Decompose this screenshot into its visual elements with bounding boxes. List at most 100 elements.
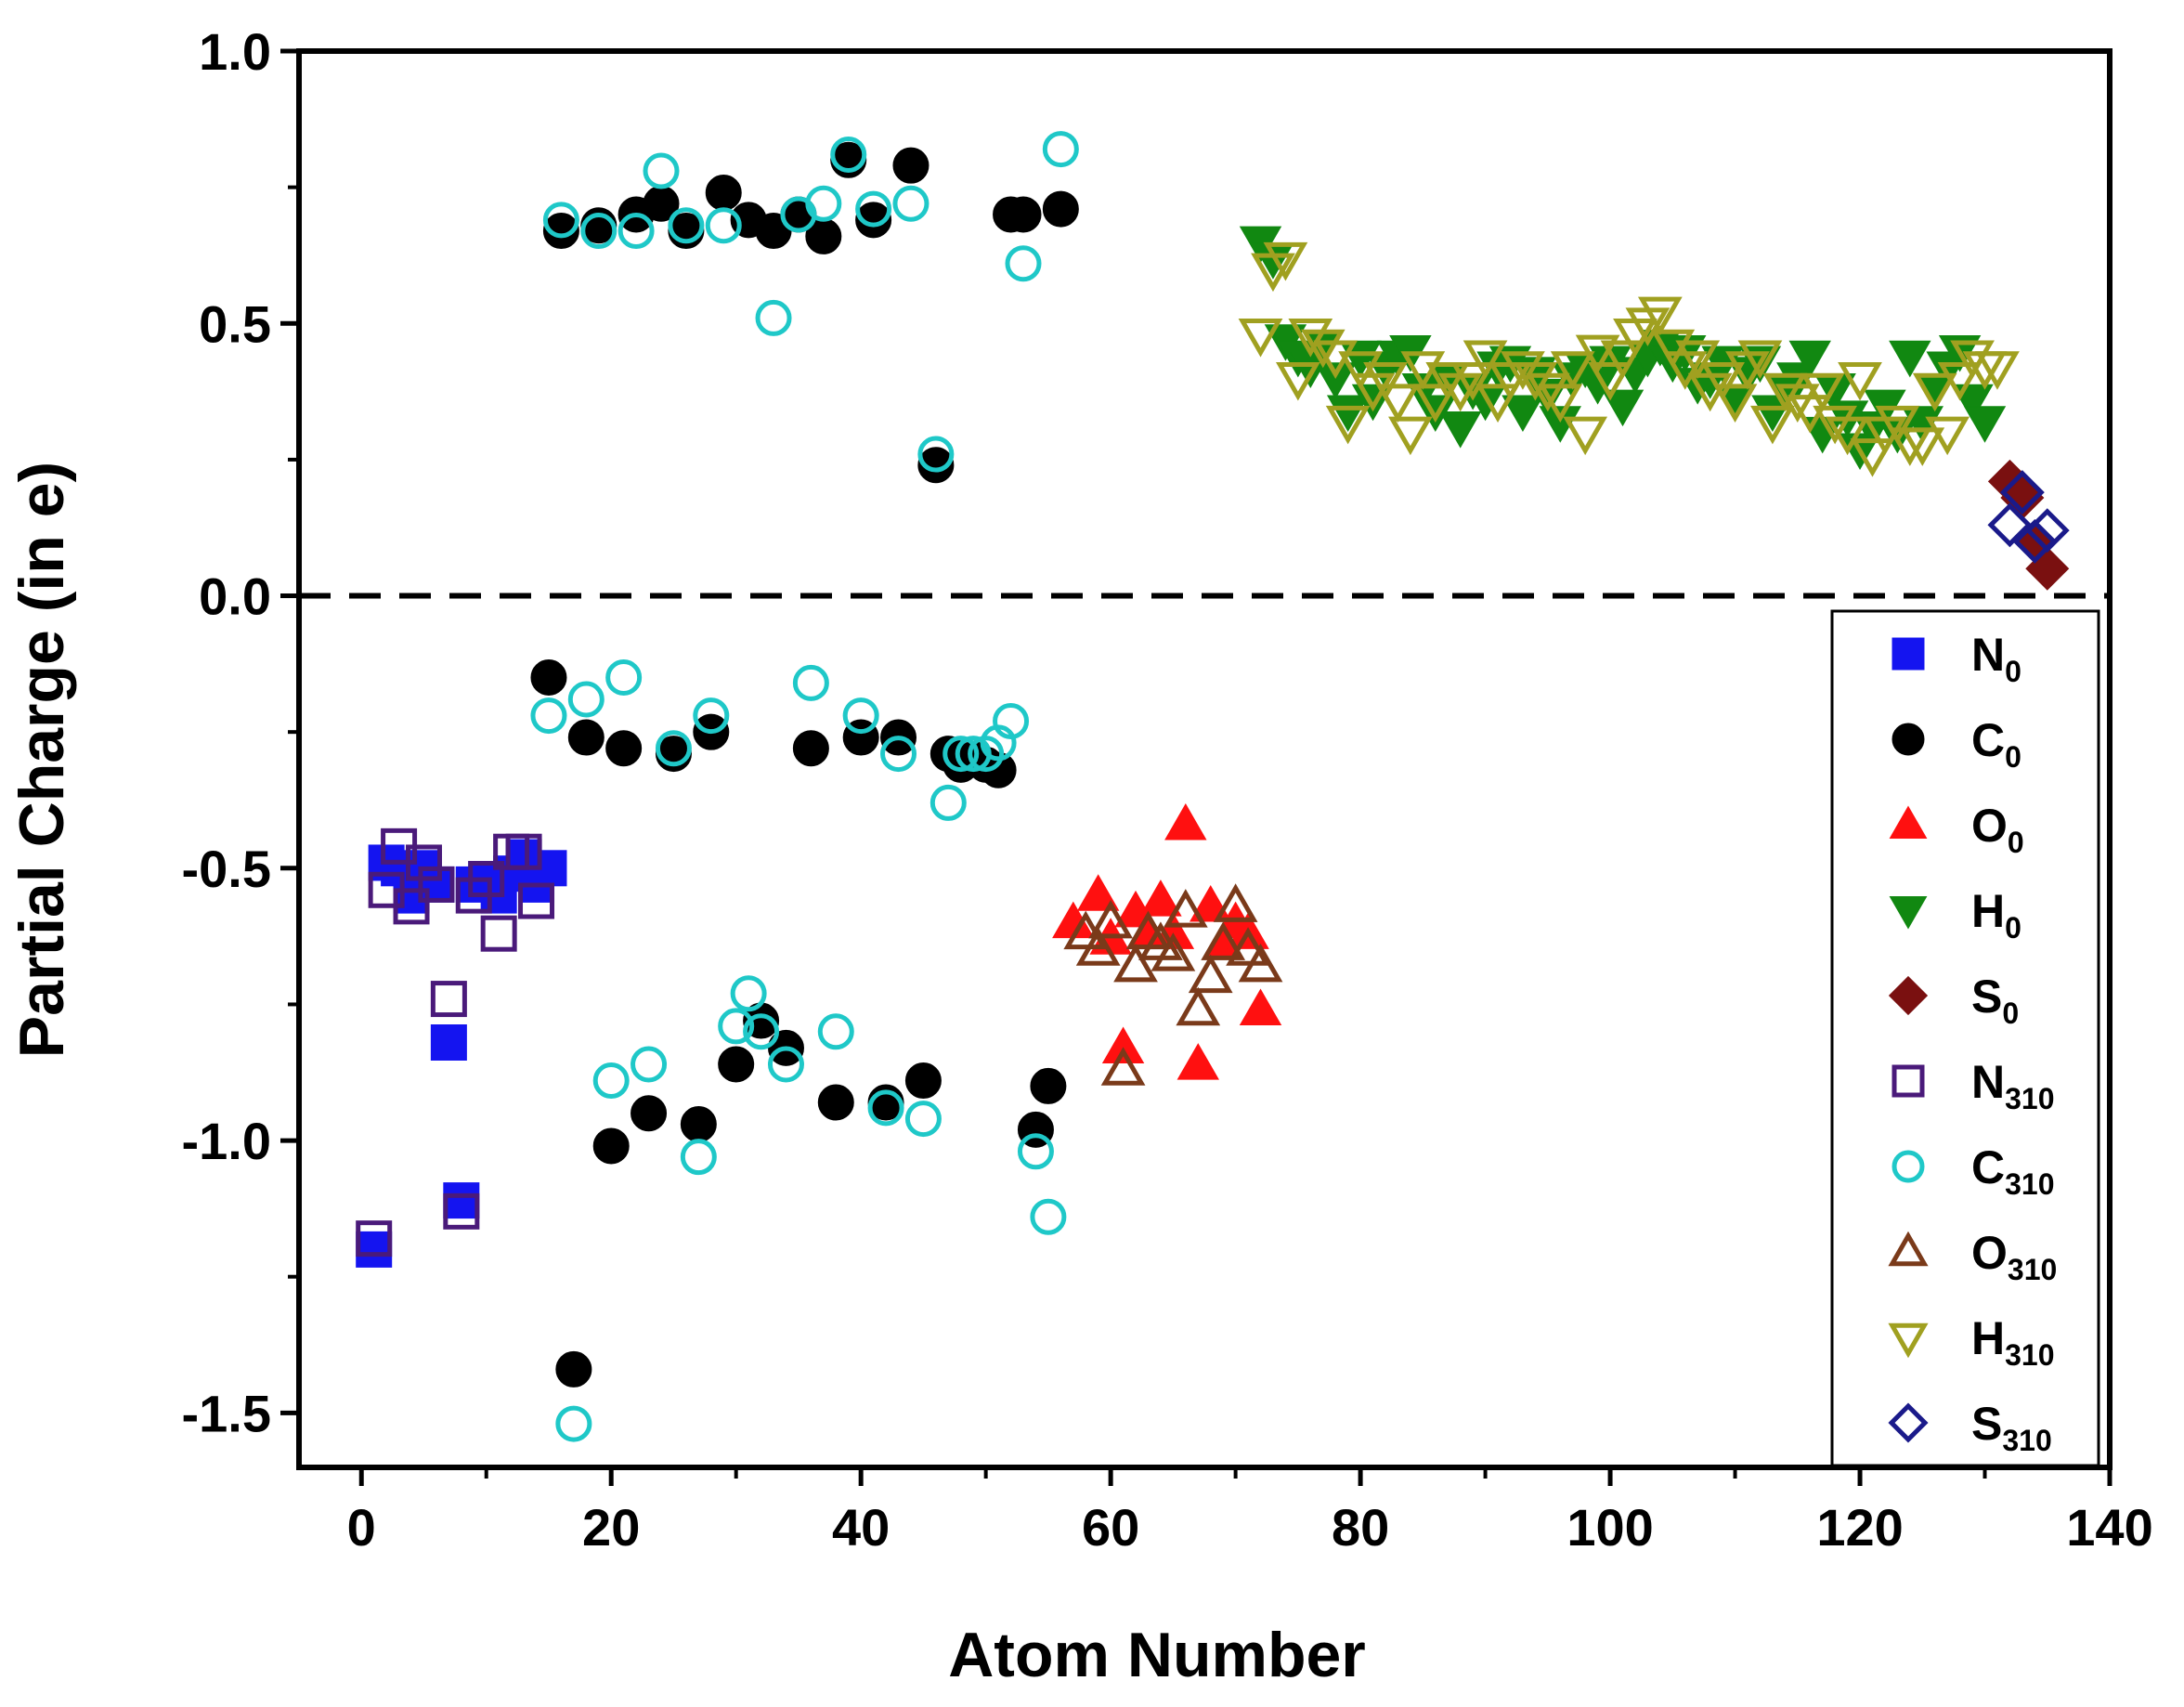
point-C0: [605, 730, 643, 767]
legend-box: [1830, 609, 2100, 1467]
point-H0: [1889, 340, 1931, 378]
point-C310: [1005, 245, 1042, 282]
point-C310: [643, 152, 680, 189]
point-H310: [1275, 361, 1320, 401]
point-H0: [1539, 406, 1581, 443]
point-O310: [1201, 921, 1246, 960]
point-C310: [655, 730, 692, 767]
point-C0: [555, 1350, 592, 1388]
point-N310: [405, 844, 442, 881]
x-tick-label: 80: [1332, 1498, 1389, 1557]
point-N310: [480, 915, 517, 952]
point-C0: [542, 213, 579, 250]
point-O310: [1226, 927, 1270, 966]
point-C0: [904, 1062, 942, 1100]
point-C310: [942, 736, 980, 773]
point-C0: [567, 719, 604, 756]
point-C0: [530, 659, 567, 697]
point-C0: [592, 1127, 630, 1165]
point-C310: [680, 1139, 717, 1176]
point-C310: [930, 784, 967, 821]
point-H310: [1925, 416, 1970, 456]
point-O0: [1164, 803, 1207, 840]
point-C0: [892, 147, 930, 184]
point-H310: [1501, 351, 1545, 390]
point-N0: [430, 1024, 467, 1061]
x-tick-label: 120: [1816, 1498, 1903, 1557]
point-N310: [505, 833, 542, 870]
point-C310: [968, 736, 1005, 773]
point-C310: [817, 1013, 854, 1050]
point-H0: [1502, 395, 1544, 432]
point-C310: [542, 202, 579, 239]
point-C310: [855, 190, 892, 228]
point-C310: [705, 207, 742, 244]
point-C310: [718, 1008, 755, 1045]
point-H310: [1300, 329, 1346, 369]
point-C0: [680, 1105, 717, 1142]
point-H310: [1762, 372, 1808, 412]
legend-marker-S310: [1888, 1402, 1929, 1443]
point-O310: [1075, 927, 1121, 966]
point-H310: [1425, 361, 1471, 401]
point-C310: [1042, 131, 1079, 168]
legend-marker-C0: [1892, 723, 1925, 756]
point-C310: [555, 1405, 592, 1442]
point-O0: [1101, 1026, 1145, 1064]
series-C310: [530, 131, 1079, 1442]
point-C0: [855, 202, 892, 239]
point-H0: [1963, 406, 2007, 443]
x-tick-label: 20: [582, 1498, 640, 1557]
point-N310: [518, 882, 555, 919]
series-N310: [356, 827, 555, 1257]
point-N310: [468, 861, 505, 898]
point-N310: [418, 866, 455, 903]
point-C0: [917, 447, 955, 484]
point-S310: [2024, 508, 2070, 554]
point-S310: [2012, 518, 2058, 564]
legend-marker-O0: [1889, 805, 1928, 839]
point-C310: [792, 664, 829, 701]
point-H310: [1875, 405, 1920, 445]
point-C310: [530, 697, 567, 735]
point-C310: [830, 136, 867, 173]
point-H0: [1314, 362, 1357, 399]
point-H310: [1712, 384, 1758, 423]
data-points: [356, 131, 2070, 1442]
point-C310: [880, 736, 917, 773]
point-H310: [1975, 351, 2020, 390]
point-H310: [1462, 340, 1508, 380]
point-C310: [755, 299, 792, 336]
point-C310: [867, 1089, 904, 1127]
point-C0: [1030, 1067, 1067, 1104]
x-tick-label: 140: [2066, 1498, 2152, 1557]
point-C0: [817, 1084, 854, 1121]
point-H310: [1263, 241, 1308, 281]
point-H310: [1288, 319, 1333, 358]
point-O310: [1113, 943, 1158, 983]
point-H310: [1774, 384, 1820, 423]
point-C310: [1017, 1133, 1054, 1170]
point-C0: [718, 1046, 755, 1083]
series-H0: [1239, 226, 2007, 471]
point-O0: [1139, 880, 1182, 917]
point-C0: [705, 175, 742, 211]
point-C310: [605, 659, 643, 697]
point-H310: [1675, 340, 1721, 380]
point-C310: [592, 1062, 630, 1100]
x-tick-label: 40: [832, 1498, 890, 1557]
point-H310: [1838, 361, 1882, 401]
y-tick-label: -1.5: [182, 1384, 272, 1442]
point-C310: [743, 1013, 780, 1050]
point-C310: [904, 1101, 942, 1138]
y-tick-label: -1.0: [182, 1112, 272, 1170]
point-H310: [1813, 405, 1858, 445]
point-C310: [805, 185, 842, 222]
point-H310: [1588, 361, 1632, 401]
point-N310: [443, 1192, 480, 1230]
legend-marker-N0: [1892, 637, 1925, 671]
point-H310: [1800, 372, 1845, 412]
point-H310: [1850, 438, 1895, 477]
point-H310: [1525, 372, 1570, 412]
